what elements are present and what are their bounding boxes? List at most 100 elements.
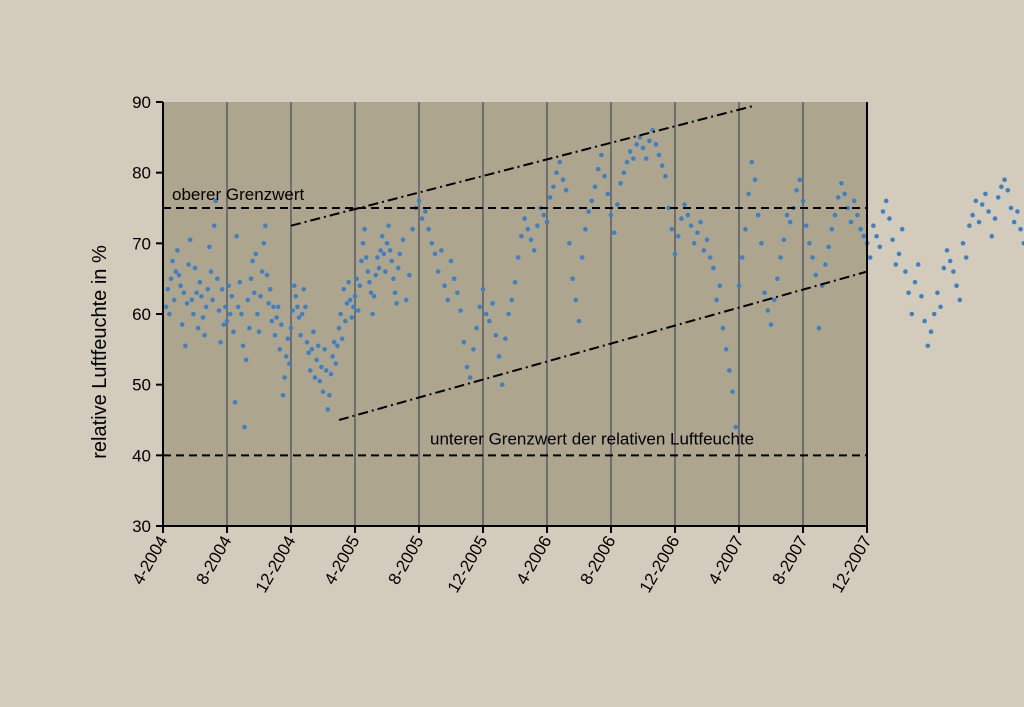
data-point xyxy=(376,265,382,271)
data-point xyxy=(685,212,691,218)
data-point xyxy=(448,258,454,264)
data-point xyxy=(704,237,710,243)
data-point xyxy=(256,329,262,335)
data-point xyxy=(989,234,995,239)
data-point xyxy=(245,297,251,303)
x-tick-label: 8-2005 xyxy=(385,533,428,588)
x-tick-label: 8-2004 xyxy=(193,533,236,588)
x-tick-label: 8-2007 xyxy=(769,533,812,588)
data-point xyxy=(951,269,956,274)
data-point xyxy=(173,269,179,274)
data-point xyxy=(755,212,761,218)
data-point xyxy=(240,343,246,349)
data-point xyxy=(995,195,1001,200)
data-point xyxy=(328,371,334,377)
data-point xyxy=(615,202,620,207)
data-point xyxy=(191,311,196,317)
data-point xyxy=(381,251,387,257)
data-point xyxy=(835,195,841,200)
data-point xyxy=(426,226,431,232)
data-point xyxy=(213,198,219,204)
data-point xyxy=(602,173,607,179)
data-point xyxy=(333,361,339,366)
data-point xyxy=(979,202,985,207)
data-point xyxy=(357,283,363,289)
data-point xyxy=(171,297,177,303)
y-axis-ticks: 30 40 50 60 70 80 90 xyxy=(132,93,163,536)
data-point xyxy=(391,276,396,282)
data-point xyxy=(243,357,249,363)
data-point xyxy=(282,375,287,380)
data-point xyxy=(319,364,324,370)
y-tick-label: 30 xyxy=(132,517,151,536)
data-point xyxy=(339,336,345,342)
data-point xyxy=(371,294,377,299)
data-point xyxy=(235,304,241,310)
data-point xyxy=(227,311,233,317)
data-point xyxy=(608,212,614,218)
data-point xyxy=(941,265,947,271)
data-point xyxy=(208,269,214,274)
data-point xyxy=(362,226,367,232)
data-point xyxy=(691,241,697,246)
data-point xyxy=(701,248,707,253)
data-point xyxy=(464,364,470,370)
data-point xyxy=(759,241,764,246)
data-point xyxy=(407,272,412,278)
data-point xyxy=(360,241,366,246)
data-point xyxy=(570,276,575,282)
data-point xyxy=(1005,188,1011,193)
data-point xyxy=(163,304,169,310)
data-point xyxy=(279,322,284,327)
data-point xyxy=(327,393,332,398)
data-point xyxy=(567,241,572,246)
data-point xyxy=(293,294,299,299)
data-point xyxy=(389,258,395,264)
data-point xyxy=(512,279,518,285)
data-point xyxy=(746,191,751,197)
data-point xyxy=(423,209,428,214)
data-point xyxy=(255,311,260,317)
data-point xyxy=(288,325,294,331)
data-point xyxy=(186,262,191,267)
data-point xyxy=(205,287,211,292)
data-point xyxy=(352,294,358,299)
data-point xyxy=(378,248,383,253)
data-point xyxy=(679,216,684,221)
data-point xyxy=(416,198,422,204)
data-point xyxy=(842,191,847,197)
data-point xyxy=(493,332,499,338)
x-axis-ticks: 4-2004 8-2004 12-2004 4-2005 8-2005 12-2005 4-… xyxy=(129,526,875,596)
data-point xyxy=(365,269,371,274)
data-point xyxy=(384,241,390,246)
data-point xyxy=(711,265,716,271)
data-point xyxy=(720,325,726,331)
data-point xyxy=(181,290,187,296)
trend-band xyxy=(290,104,868,421)
plot-area xyxy=(163,102,867,526)
data-point xyxy=(272,332,278,338)
data-point xyxy=(778,255,783,260)
data-point xyxy=(197,279,203,285)
data-point xyxy=(221,322,227,327)
data-point xyxy=(803,223,809,228)
data-point xyxy=(666,205,671,211)
data-point xyxy=(634,142,639,147)
data-point xyxy=(653,142,659,147)
data-point xyxy=(787,219,793,225)
data-point xyxy=(455,290,460,296)
data-point xyxy=(400,237,406,243)
data-point xyxy=(187,237,193,243)
data-point xyxy=(403,297,409,303)
data-point xyxy=(688,223,694,228)
data-point xyxy=(592,184,598,190)
data-point xyxy=(896,251,902,257)
data-point xyxy=(749,159,755,165)
data-point xyxy=(373,272,379,278)
data-point xyxy=(944,248,950,253)
data-point xyxy=(387,248,393,253)
data-point xyxy=(637,135,643,140)
data-point xyxy=(656,152,662,158)
data-point xyxy=(807,241,812,246)
data-point xyxy=(283,354,289,359)
